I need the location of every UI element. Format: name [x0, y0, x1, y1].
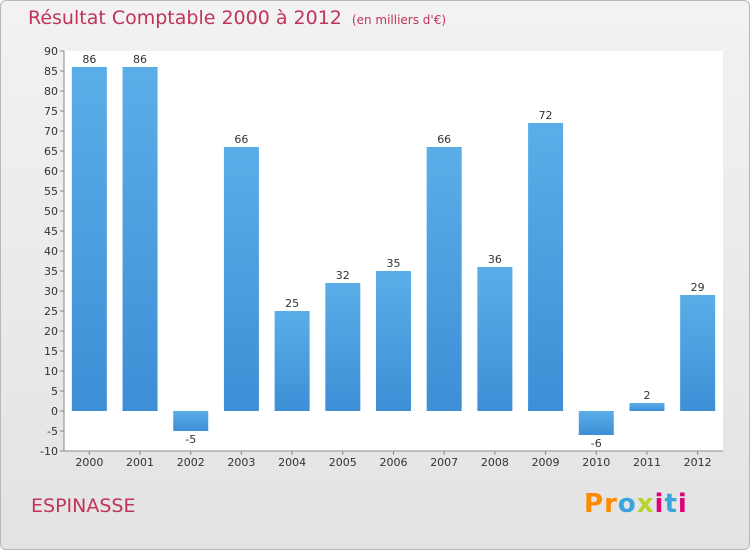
y-tick-label: 90: [44, 45, 58, 58]
y-tick-label: 55: [44, 185, 58, 198]
value-label: 29: [691, 281, 705, 294]
x-tick-label: 2007: [430, 456, 458, 469]
value-label: 72: [539, 109, 553, 122]
value-label: 36: [488, 253, 502, 266]
bar: [173, 411, 209, 431]
bar: [477, 267, 513, 411]
bar: [325, 283, 361, 411]
logo-letter: i: [677, 489, 688, 519]
y-tick-label: 20: [44, 325, 58, 338]
logo-letter: P: [584, 489, 605, 519]
y-tick-label: 35: [44, 265, 58, 278]
commune-name: ESPINASSE: [31, 495, 136, 517]
bar: [629, 403, 665, 411]
value-label: 32: [336, 269, 350, 282]
bar: [376, 271, 411, 411]
logo-letter: o: [617, 489, 637, 519]
chart-title: Résultat Comptable 2000 à 2012 (en millie…: [28, 7, 446, 29]
y-tick-label: 85: [44, 65, 58, 78]
y-tick-label: 45: [44, 225, 58, 238]
x-tick-label: 2008: [481, 456, 509, 469]
x-tick-label: 2009: [532, 456, 560, 469]
x-tick-label: 2002: [177, 456, 205, 469]
x-tick-label: 2004: [278, 456, 306, 469]
x-tick-label: 2003: [227, 456, 255, 469]
value-label: -6: [591, 437, 602, 450]
bar: [223, 147, 259, 411]
y-tick-label: 25: [44, 305, 58, 318]
value-label: -5: [185, 433, 196, 446]
x-tick-label: 2012: [684, 456, 712, 469]
value-label: 86: [82, 53, 96, 66]
y-tick-label: 70: [44, 125, 58, 138]
bar: [680, 295, 716, 411]
value-label: 66: [437, 133, 451, 146]
y-tick-label: 15: [44, 345, 58, 358]
y-tick-label: 50: [44, 205, 58, 218]
y-tick-label: 75: [44, 105, 58, 118]
y-tick-label: 80: [44, 85, 58, 98]
logo-letter: i: [654, 489, 665, 519]
chart-title-text: Résultat Comptable 2000 à 2012: [28, 7, 342, 29]
y-tick-label: 60: [44, 165, 58, 178]
x-tick-label: 2005: [329, 456, 357, 469]
value-label: 25: [285, 297, 299, 310]
y-tick-label: -10: [40, 445, 58, 458]
value-label: 35: [387, 257, 401, 270]
bar: [528, 123, 564, 411]
logo-letter: r: [604, 489, 618, 519]
bar: [122, 67, 158, 411]
y-tick-label: 10: [44, 365, 58, 378]
chart-subtitle: (en milliers d'€): [351, 13, 447, 27]
bar: [578, 411, 614, 435]
logo-letter: t: [664, 489, 678, 519]
y-tick-label: -5: [47, 425, 58, 438]
y-tick-label: 5: [51, 385, 58, 398]
proxiti-logo: Proxiti: [584, 489, 688, 519]
logo-letter: x: [636, 489, 655, 519]
value-label: 86: [133, 53, 147, 66]
x-tick-label: 2000: [75, 456, 103, 469]
x-tick-label: 2001: [126, 456, 154, 469]
value-label: 2: [643, 389, 650, 402]
bar: [426, 147, 462, 411]
value-label: 66: [234, 133, 248, 146]
y-tick-label: 40: [44, 245, 58, 258]
bar: [274, 311, 310, 411]
y-tick-label: 30: [44, 285, 58, 298]
x-tick-label: 2006: [380, 456, 408, 469]
y-tick-label: 65: [44, 145, 58, 158]
x-tick-label: 2010: [582, 456, 610, 469]
x-tick-label: 2011: [633, 456, 661, 469]
bar: [71, 67, 107, 411]
y-tick-label: 0: [51, 405, 58, 418]
